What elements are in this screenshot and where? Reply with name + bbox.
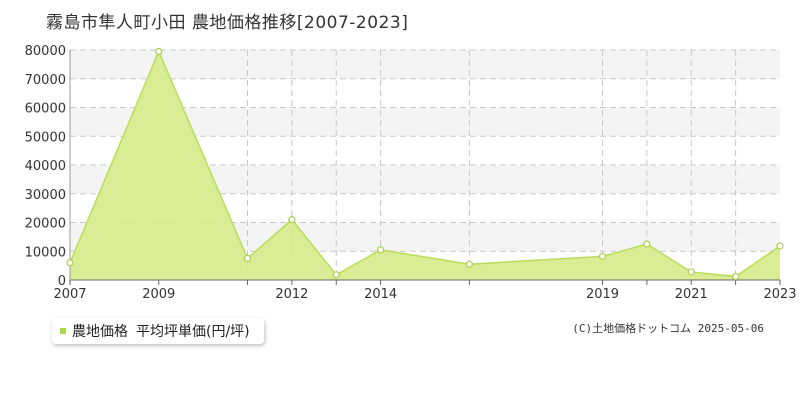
data-point [732, 272, 740, 281]
y-tick-label: 10000 [25, 245, 66, 260]
data-point [465, 260, 473, 268]
y-tick-label: 0 [58, 274, 66, 289]
x-tick-label: 2007 [53, 287, 86, 302]
x-tick-label: 2014 [364, 287, 397, 302]
y-tick-label: 30000 [25, 188, 66, 203]
data-point [243, 254, 252, 263]
data-markers [66, 47, 784, 281]
y-tick-label: 60000 [25, 102, 66, 117]
data-point [776, 242, 784, 250]
data-point [288, 216, 296, 224]
x-tick-label: 2021 [675, 287, 708, 302]
data-point [155, 47, 163, 56]
data-point [687, 268, 695, 276]
chart-title: 霧島市隼人町小田 農地価格推移[2007-2023] [46, 13, 409, 33]
series-area [69, 49, 781, 280]
legend-swatch [60, 328, 66, 334]
y-tick-label: 50000 [25, 130, 66, 145]
data-point [377, 246, 385, 254]
legend-unit-label: 平均坪単価(円/坪) [136, 324, 250, 340]
legend: 農地価格 平均坪単価(円/坪) [52, 318, 264, 344]
legend-series-name: 農地価格 [72, 324, 128, 340]
data-point [643, 240, 651, 248]
series-area-fill [70, 51, 780, 280]
axes: 0 10000 20000 30000 40000 50000 60000 70000 8000… [25, 44, 797, 302]
x-tick-label: 2019 [586, 287, 619, 302]
data-point [332, 271, 340, 279]
y-tick-label: 80000 [25, 44, 66, 59]
x-tick-label: 2023 [763, 287, 796, 302]
y-tick-label: 20000 [25, 217, 66, 232]
x-tick-label: 2009 [142, 287, 175, 302]
background-band [70, 50, 780, 79]
y-tick-label: 70000 [25, 73, 66, 88]
data-point [598, 252, 607, 261]
copyright-text: (C)土地価格ドットコム 2025-05-06 [572, 322, 764, 335]
data-point [66, 259, 74, 267]
x-tick-label: 2012 [275, 287, 308, 302]
series-line [69, 49, 781, 278]
y-tick-label: 40000 [25, 159, 66, 174]
grid-lines [70, 49, 780, 280]
